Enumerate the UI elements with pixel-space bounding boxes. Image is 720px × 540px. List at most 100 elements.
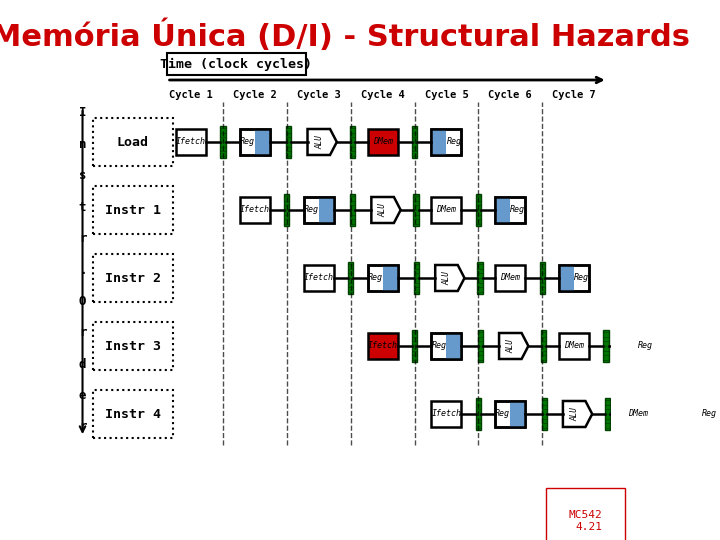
Text: Instr 2: Instr 2 (105, 272, 161, 285)
Text: MC542
4.21: MC542 4.21 (569, 510, 603, 532)
FancyBboxPatch shape (476, 194, 481, 226)
FancyBboxPatch shape (431, 333, 462, 359)
Text: ALU: ALU (507, 339, 516, 353)
Text: r: r (78, 326, 86, 339)
FancyBboxPatch shape (166, 53, 305, 75)
Text: DMem: DMem (373, 138, 392, 146)
Text: ALU: ALU (379, 203, 388, 217)
FancyBboxPatch shape (413, 194, 419, 226)
Text: O: O (78, 295, 86, 308)
FancyBboxPatch shape (93, 389, 173, 438)
Text: Reg: Reg (702, 409, 717, 418)
FancyBboxPatch shape (623, 333, 638, 359)
FancyBboxPatch shape (176, 129, 206, 155)
FancyBboxPatch shape (623, 401, 653, 427)
Text: Cycle 3: Cycle 3 (297, 90, 341, 100)
FancyBboxPatch shape (382, 265, 397, 291)
FancyBboxPatch shape (495, 401, 526, 427)
FancyBboxPatch shape (431, 401, 462, 427)
FancyBboxPatch shape (368, 129, 397, 155)
FancyBboxPatch shape (93, 321, 173, 370)
Text: Reg: Reg (495, 409, 510, 418)
Text: Load: Load (117, 136, 149, 148)
FancyBboxPatch shape (559, 265, 589, 291)
FancyBboxPatch shape (319, 197, 334, 223)
FancyBboxPatch shape (93, 118, 173, 166)
Text: Reg: Reg (446, 138, 462, 146)
Text: DMem: DMem (628, 409, 648, 418)
FancyBboxPatch shape (412, 330, 417, 362)
FancyBboxPatch shape (304, 265, 334, 291)
Text: Ifetch: Ifetch (176, 138, 206, 146)
FancyBboxPatch shape (368, 333, 397, 359)
FancyBboxPatch shape (350, 194, 355, 226)
Text: Instr 4: Instr 4 (105, 408, 161, 421)
Text: .: . (78, 264, 86, 276)
FancyBboxPatch shape (255, 129, 270, 155)
Text: DMem: DMem (500, 273, 521, 282)
Polygon shape (435, 265, 464, 291)
Text: r: r (78, 232, 86, 245)
Text: Reg: Reg (431, 341, 446, 350)
Text: Cycle 5: Cycle 5 (425, 90, 468, 100)
Text: ALU: ALU (570, 407, 580, 421)
Text: Reg: Reg (304, 206, 319, 214)
Text: I: I (78, 106, 86, 119)
Text: Ifetch: Ifetch (304, 273, 334, 282)
FancyBboxPatch shape (477, 262, 482, 294)
Polygon shape (307, 129, 337, 155)
Text: s: s (78, 170, 86, 183)
Text: Cycle 7: Cycle 7 (552, 90, 596, 100)
Text: Cycle 2: Cycle 2 (233, 90, 276, 100)
Text: ALU: ALU (443, 271, 451, 285)
FancyBboxPatch shape (476, 398, 481, 430)
FancyBboxPatch shape (559, 265, 574, 291)
Text: e: e (78, 389, 86, 402)
FancyBboxPatch shape (220, 126, 225, 158)
FancyBboxPatch shape (368, 265, 397, 291)
Text: Cycle 4: Cycle 4 (361, 90, 405, 100)
FancyBboxPatch shape (559, 333, 589, 359)
FancyBboxPatch shape (667, 398, 672, 430)
FancyBboxPatch shape (623, 333, 653, 359)
Text: Instr 1: Instr 1 (105, 204, 161, 217)
FancyBboxPatch shape (240, 129, 270, 155)
FancyBboxPatch shape (446, 333, 462, 359)
FancyBboxPatch shape (240, 197, 270, 223)
Text: Cycle 1: Cycle 1 (169, 90, 213, 100)
Polygon shape (499, 333, 528, 359)
FancyBboxPatch shape (605, 398, 611, 430)
FancyBboxPatch shape (687, 401, 702, 427)
Text: t: t (78, 201, 86, 214)
Text: Memória Única (D/I) - Structural Hazards: Memória Única (D/I) - Structural Hazards (0, 20, 690, 52)
Polygon shape (372, 197, 400, 223)
Text: Ifetch: Ifetch (431, 409, 462, 418)
FancyBboxPatch shape (93, 186, 173, 234)
FancyBboxPatch shape (431, 129, 446, 155)
FancyBboxPatch shape (495, 265, 526, 291)
FancyBboxPatch shape (477, 330, 483, 362)
Text: Reg: Reg (240, 138, 255, 146)
FancyBboxPatch shape (495, 197, 510, 223)
Text: n: n (78, 138, 86, 151)
FancyBboxPatch shape (350, 126, 355, 158)
Text: Reg: Reg (368, 273, 382, 282)
Text: Reg: Reg (574, 273, 589, 282)
Text: Reg: Reg (638, 341, 653, 350)
Text: DMem: DMem (564, 341, 584, 350)
Text: Ifetch: Ifetch (240, 206, 270, 214)
Text: DMem: DMem (436, 206, 456, 214)
FancyBboxPatch shape (304, 197, 334, 223)
FancyBboxPatch shape (541, 398, 546, 430)
Text: ALU: ALU (315, 135, 324, 149)
FancyBboxPatch shape (414, 262, 419, 294)
FancyBboxPatch shape (431, 197, 462, 223)
FancyBboxPatch shape (687, 401, 717, 427)
FancyBboxPatch shape (541, 330, 546, 362)
Text: d: d (78, 357, 86, 370)
FancyBboxPatch shape (603, 330, 608, 362)
FancyBboxPatch shape (510, 401, 526, 427)
FancyBboxPatch shape (539, 262, 545, 294)
Text: Time (clock cycles): Time (clock cycles) (160, 57, 312, 71)
FancyBboxPatch shape (495, 197, 526, 223)
